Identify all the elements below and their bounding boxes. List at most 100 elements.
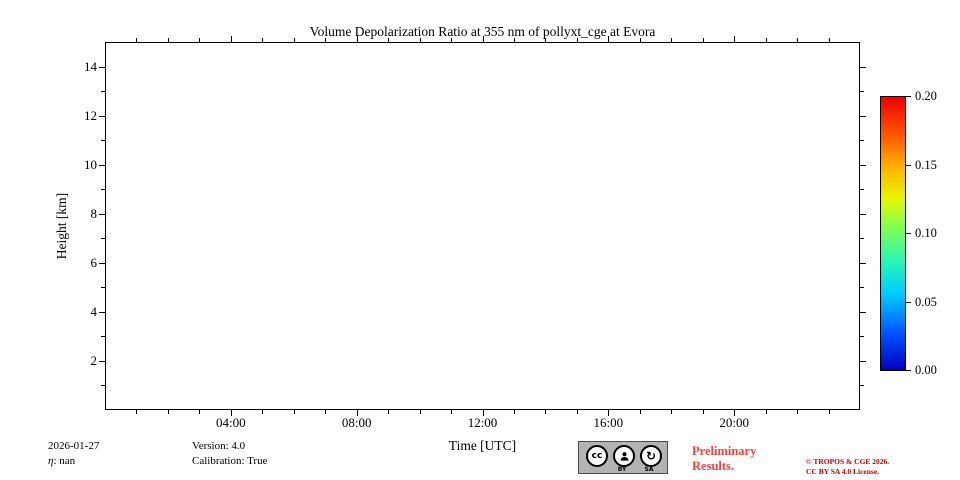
- y-minor-tick: [860, 91, 864, 93]
- x-minor-tick: [702, 410, 704, 414]
- x-tick-label: 08:00: [341, 415, 372, 430]
- y-minor-tick: [101, 189, 105, 191]
- y-tick-label: 12: [84, 107, 97, 123]
- colorbar-tick: [906, 301, 911, 303]
- footer-version: Version: 4.0: [192, 440, 246, 452]
- y-major-tick: [860, 213, 866, 215]
- x-major-tick: [482, 410, 484, 416]
- y-tick-label: 6: [90, 254, 98, 270]
- eta-value: : nan: [53, 455, 76, 467]
- colorbar-tick-label: 0.15: [915, 157, 937, 172]
- x-minor-tick: [388, 410, 390, 414]
- x-tick-label: 04:00: [216, 415, 246, 430]
- cc-by-person-icon: [613, 445, 635, 467]
- x-minor-tick: [513, 38, 515, 42]
- y-minor-tick: [860, 238, 864, 240]
- x-minor-tick: [136, 410, 138, 414]
- y-major-tick: [99, 311, 105, 313]
- x-minor-tick: [262, 410, 264, 414]
- y-major-tick: [99, 213, 105, 215]
- cc-license-badge: cc ↻ BY SA: [578, 441, 668, 474]
- copyright-line1: © TROPOS & CGE 2026.: [806, 457, 890, 466]
- cc-sa-label: SA: [644, 466, 654, 473]
- x-minor-tick: [325, 38, 327, 42]
- y-major-tick: [860, 262, 866, 264]
- x-minor-tick: [671, 410, 673, 414]
- colorbar-tick-label: 0.10: [915, 226, 937, 240]
- x-minor-tick: [576, 410, 578, 414]
- x-major-tick: [734, 36, 736, 42]
- x-minor-tick: [828, 38, 830, 42]
- y-major-tick: [99, 115, 105, 117]
- y-major-tick: [860, 66, 866, 68]
- colorbar: [880, 96, 906, 371]
- footer-calibration: Calibration: True: [192, 455, 268, 467]
- y-minor-tick: [860, 385, 864, 387]
- x-major-tick: [356, 36, 358, 42]
- y-major-tick: [860, 311, 866, 313]
- x-minor-tick: [136, 38, 138, 42]
- x-minor-tick: [419, 410, 421, 414]
- y-minor-tick: [101, 140, 105, 142]
- x-major-tick: [230, 36, 232, 42]
- y-tick-label: 14: [84, 58, 97, 74]
- x-minor-tick: [765, 38, 767, 42]
- x-minor-tick: [545, 38, 547, 42]
- x-major-tick: [482, 36, 484, 42]
- y-minor-tick: [101, 287, 105, 289]
- x-minor-tick: [325, 410, 327, 414]
- colorbar-tick: [906, 96, 911, 97]
- y-minor-tick: [860, 336, 864, 338]
- x-minor-tick: [702, 38, 704, 42]
- x-minor-tick: [797, 410, 799, 414]
- y-minor-tick: [101, 336, 105, 338]
- x-minor-tick: [513, 410, 515, 414]
- y-major-tick: [99, 262, 105, 264]
- preliminary-results-line1: Preliminary: [692, 444, 757, 458]
- y-tick-label: 8: [90, 205, 98, 221]
- x-minor-tick: [765, 410, 767, 414]
- footer-date: 2026-01-27: [48, 440, 100, 452]
- y-axis-label: Height [km]: [54, 192, 69, 260]
- x-minor-tick: [199, 38, 201, 42]
- cc-logo-text: cc: [591, 451, 603, 461]
- x-minor-tick: [199, 410, 201, 414]
- x-major-tick: [230, 410, 232, 416]
- y-tick-label: 4: [90, 303, 98, 319]
- x-minor-tick: [293, 38, 295, 42]
- x-minor-tick: [639, 410, 641, 414]
- x-tick-label: 20:00: [719, 415, 749, 430]
- preliminary-results-line2: Results.: [692, 459, 735, 473]
- x-minor-tick: [639, 38, 641, 42]
- x-major-tick: [608, 410, 610, 416]
- colorbar-tick-label: 0.05: [915, 294, 937, 309]
- x-minor-tick: [797, 38, 799, 42]
- y-tick-label: 10: [84, 156, 97, 172]
- x-minor-tick: [262, 38, 264, 42]
- copyright-line2: CC BY SA 4.0 License.: [806, 467, 880, 476]
- x-minor-tick: [576, 38, 578, 42]
- y-minor-tick: [101, 91, 105, 93]
- eta-symbol: η: [48, 455, 54, 467]
- colorbar-tick-label: 0.20: [915, 89, 937, 103]
- x-minor-tick: [419, 38, 421, 42]
- x-minor-tick: [451, 410, 453, 414]
- sa-arrow-glyph: ↻: [645, 449, 657, 463]
- colorbar-tick: [906, 370, 911, 371]
- footer-eta: η: nan: [48, 454, 75, 468]
- x-minor-tick: [828, 410, 830, 414]
- y-minor-tick: [860, 189, 864, 191]
- x-minor-tick: [388, 38, 390, 42]
- x-major-tick: [356, 410, 358, 416]
- y-tick-label: 2: [90, 352, 98, 368]
- cc-by-label: BY: [617, 466, 627, 473]
- y-major-tick: [860, 164, 866, 166]
- y-major-tick: [860, 360, 866, 362]
- x-tick-label: 12:00: [467, 415, 498, 430]
- cc-sa-arrow-icon: ↻: [640, 445, 662, 467]
- chart-title: Volume Depolarization Ratio at 355 nm of…: [309, 24, 656, 39]
- x-tick-label: 16:00: [593, 415, 624, 430]
- y-minor-tick: [101, 238, 105, 240]
- y-minor-tick: [860, 287, 864, 289]
